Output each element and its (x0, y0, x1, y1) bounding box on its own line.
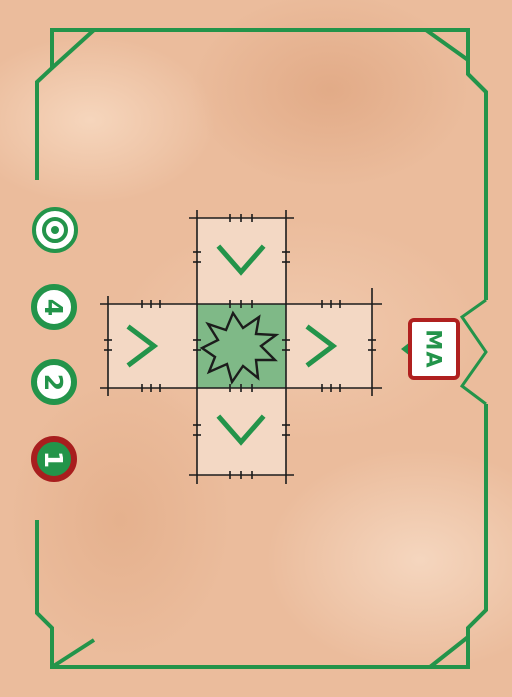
badge-pointer (459, 298, 488, 406)
track-value-2-label: 2 (39, 373, 69, 391)
badge-notch (401, 342, 410, 356)
arm-mark-right (305, 324, 338, 368)
explosion-icon (199, 310, 280, 385)
ma-badge: MA (408, 318, 460, 380)
range-cell-down (197, 388, 286, 475)
track-value-4: 4 (31, 284, 77, 330)
track-value-1: 1 (31, 436, 77, 482)
track-value-1-label: 1 (39, 450, 69, 468)
range-cell-up (197, 218, 286, 304)
target-icon (32, 207, 78, 253)
track-value-4-label: 4 (39, 298, 69, 316)
arm-mark-left (126, 324, 159, 368)
ma-badge-label: MA (422, 329, 446, 369)
grid-ticks (104, 214, 376, 479)
track-value-2: 2 (31, 359, 77, 405)
card-frame (35, 28, 488, 669)
arm-mark-up (216, 244, 266, 276)
arm-mark-down (216, 414, 266, 446)
